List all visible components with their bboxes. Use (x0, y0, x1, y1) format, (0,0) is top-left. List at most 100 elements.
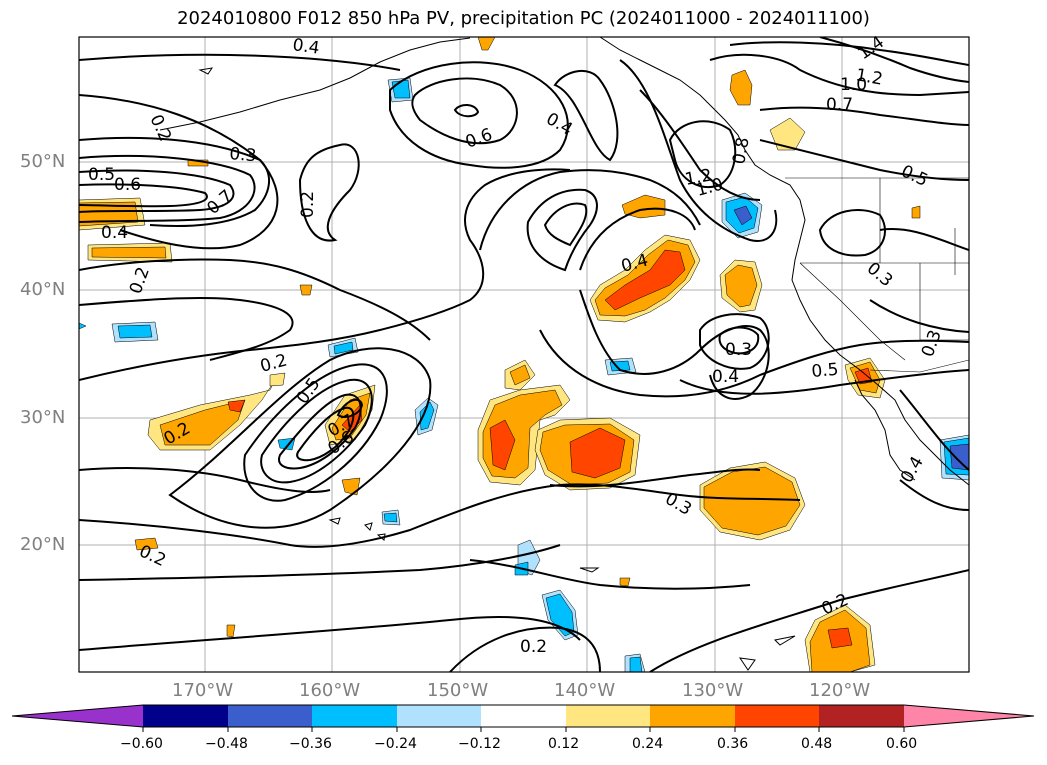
map-frame (78, 36, 970, 673)
colorbar-segment (481, 705, 566, 727)
pv-contour (168, 347, 432, 529)
pv-contour (453, 104, 480, 118)
colorbar-segment (819, 705, 904, 727)
contour-label: 0.5 (88, 165, 115, 185)
pv-contour (79, 615, 581, 651)
precip-area (854, 367, 873, 385)
colorbar-tick-label: 0.36 (717, 736, 749, 752)
colorbar (11, 704, 1035, 732)
precip-area (383, 512, 398, 523)
contour-label: 0.3 (863, 259, 897, 292)
contour-label: 0.6 (114, 175, 141, 195)
colorbar-ticks (142, 727, 905, 732)
precip-area (117, 324, 153, 339)
pv-contour (539, 329, 969, 398)
lon-label: 170°W (172, 680, 234, 701)
colorbar-segment (228, 705, 312, 727)
pv-contour (79, 483, 801, 548)
pv-contour (718, 326, 760, 355)
precip-area (79, 201, 139, 227)
pv-contours (79, 37, 969, 672)
island (579, 567, 600, 573)
colorbar-segment (312, 705, 397, 727)
pv-contour (759, 106, 969, 126)
colorbar-tick-label: 0.48 (801, 736, 833, 752)
contour-label: 0.7 (826, 95, 853, 115)
pv-contour (296, 406, 355, 462)
precip-area (79, 322, 87, 330)
precip-area (733, 205, 753, 226)
pv-contour (243, 363, 388, 502)
precip-area (949, 443, 969, 471)
pv-contour (679, 369, 969, 395)
country-border (869, 359, 969, 373)
lon-label: 120°W (809, 680, 871, 701)
precip-area (477, 37, 496, 51)
precip-area (134, 537, 159, 551)
colorbar-segment (143, 705, 228, 727)
lon-label: 130°W (682, 680, 744, 701)
pv-contour (899, 389, 969, 471)
pv-contour (79, 168, 571, 381)
pv-contour (649, 569, 969, 672)
colorbar-segment (735, 705, 819, 727)
precip-area (569, 427, 626, 479)
pv-contour (549, 468, 761, 488)
contour-label: 1.2 (854, 65, 884, 89)
pv-contour (79, 169, 235, 213)
pv-contour (759, 139, 969, 181)
lon-label: 160°W (299, 680, 361, 701)
colorbar-extend-low (12, 705, 143, 727)
pv-contour (79, 296, 294, 361)
island (364, 522, 373, 531)
precip-area (226, 624, 236, 638)
island (773, 635, 796, 646)
lat-label: 30°N (20, 407, 66, 428)
contour-label: 0.3 (918, 327, 946, 359)
contour-label: 0.2 (298, 191, 318, 218)
precip-area (91, 246, 167, 259)
coastline (599, 37, 969, 486)
precip-area (604, 249, 686, 311)
contour-label: 0.3 (229, 144, 258, 166)
colorbar-segment (397, 705, 481, 727)
pv-contour (899, 479, 969, 511)
colorbar-tick-label: −0.24 (374, 736, 417, 752)
pv-contour (543, 202, 588, 247)
colorbar-tick-label: −0.48 (205, 736, 248, 752)
lon-label: 150°W (427, 680, 489, 701)
colorbar-tick-label: 0.24 (632, 736, 664, 752)
pv-contour (709, 53, 969, 97)
precip-area (911, 205, 921, 219)
island (328, 517, 341, 525)
contour-label: 0.3 (725, 340, 752, 360)
pv-contour (336, 398, 364, 418)
contour-label: 0.8 (729, 136, 753, 166)
colorbar-segment (650, 705, 735, 727)
precip-area (729, 69, 753, 106)
precip-area (509, 364, 531, 386)
map-content (79, 37, 969, 672)
contour-label: 1.2 (683, 166, 713, 190)
pv-contour (819, 37, 969, 83)
pv-contour (579, 207, 696, 271)
lon-label: 140°W (554, 680, 616, 701)
contour-label: 0.4 (101, 223, 128, 243)
colorbar-segment (566, 705, 650, 727)
precip-area (299, 284, 313, 296)
pv-contour (79, 183, 208, 208)
pv-contour (526, 188, 598, 272)
state-border (799, 262, 906, 361)
pv-contour (729, 41, 969, 66)
pv-contour (879, 228, 969, 251)
pv-contour (79, 94, 279, 250)
colorbar-extend-high (904, 705, 1034, 727)
pv-contour (639, 89, 761, 201)
pv-contour (79, 544, 561, 581)
precip-area (391, 79, 411, 99)
pv-contour (278, 393, 362, 470)
contour-label: 0.4 (543, 109, 576, 140)
colorbar-tick-label: −0.60 (120, 736, 163, 752)
colorbar-tick-label: −0.36 (289, 736, 332, 752)
